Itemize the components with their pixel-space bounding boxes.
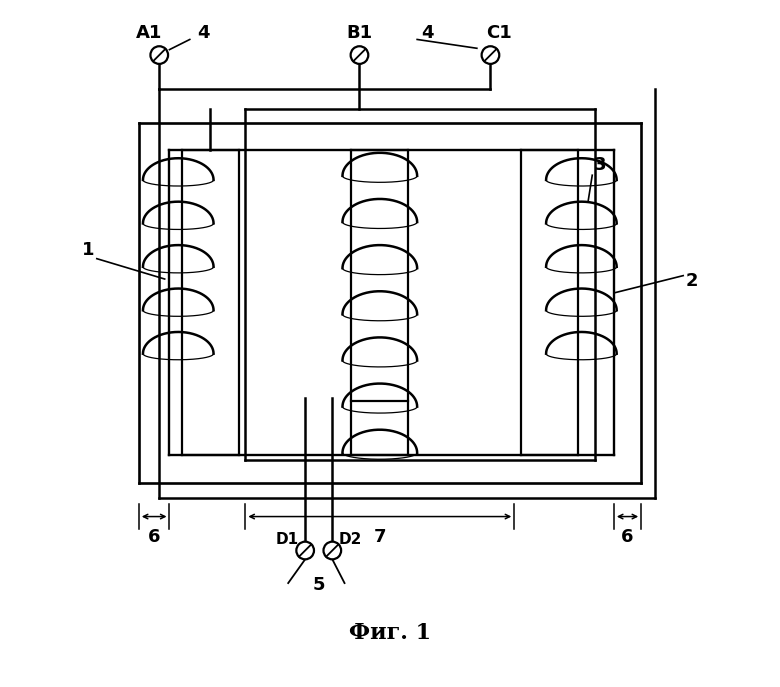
Text: 6: 6	[622, 528, 634, 546]
Circle shape	[481, 46, 499, 64]
Text: B1: B1	[346, 24, 373, 42]
Text: 4: 4	[421, 24, 434, 42]
Text: D1: D1	[275, 532, 299, 547]
Circle shape	[324, 541, 341, 559]
Text: 6: 6	[148, 528, 161, 546]
Text: 4: 4	[197, 24, 210, 42]
Text: 2: 2	[686, 272, 698, 290]
Text: 1: 1	[82, 241, 94, 259]
Text: 5: 5	[313, 576, 325, 594]
Text: A1: A1	[136, 24, 162, 42]
Circle shape	[351, 46, 368, 64]
Text: D2: D2	[339, 532, 363, 547]
Text: C1: C1	[486, 24, 512, 42]
Text: 7: 7	[374, 528, 386, 546]
Text: 3: 3	[594, 157, 607, 174]
Circle shape	[151, 46, 168, 64]
Text: Фиг. 1: Фиг. 1	[349, 622, 431, 644]
Circle shape	[296, 541, 314, 559]
